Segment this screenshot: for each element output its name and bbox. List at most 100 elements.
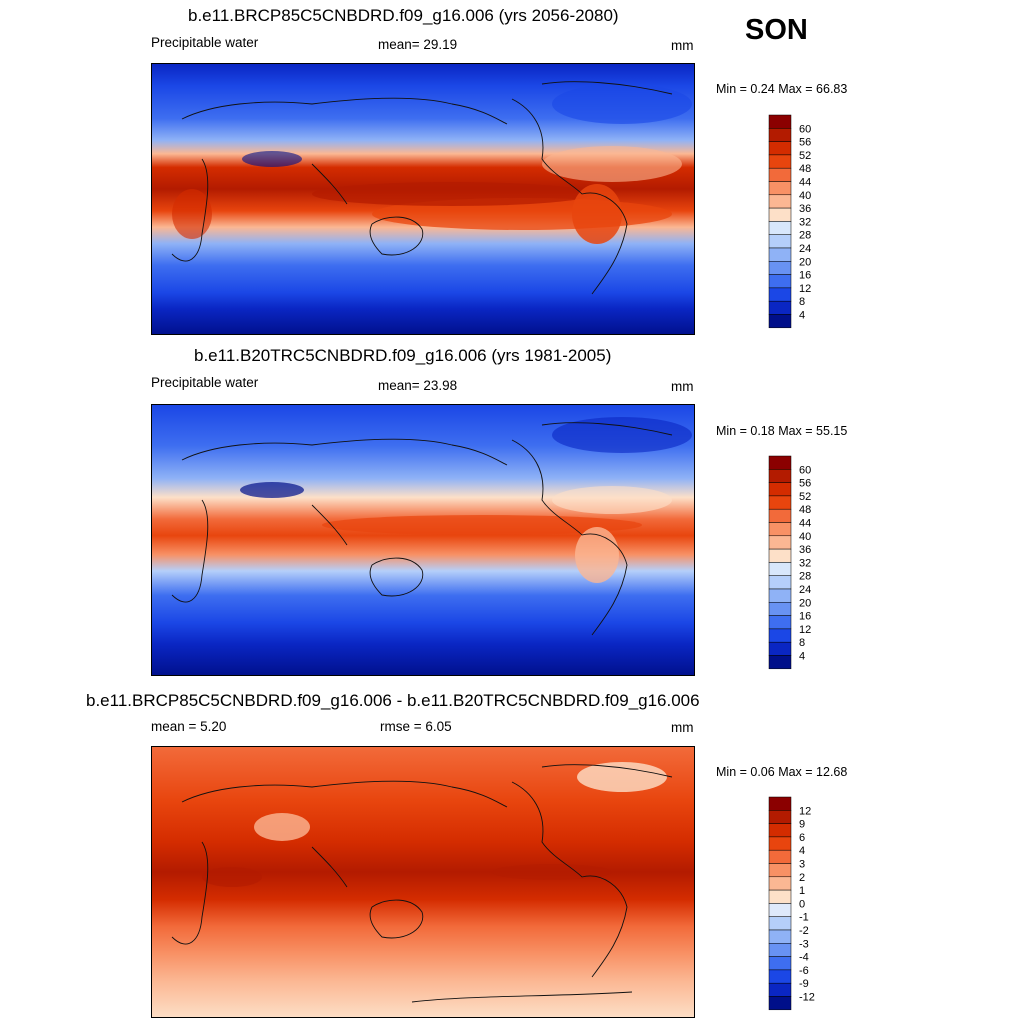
colorbar-swatch: [768, 495, 792, 510]
colorbar-swatch: [768, 956, 792, 971]
colorbar-swatch: [768, 969, 792, 984]
colorbar-tick-label: -12: [799, 992, 815, 1004]
colorbar-tick-label: 20: [799, 597, 811, 609]
units-label: mm: [671, 38, 694, 53]
colorbar-tick-label: 44: [799, 518, 811, 530]
colorbar-swatch: [768, 522, 792, 537]
colorbar-tick-label: 56: [799, 137, 811, 149]
rmse-label: rmse = 6.05: [380, 719, 452, 734]
colorbar-tick-label: -9: [799, 978, 809, 990]
colorbar-swatch: [768, 575, 792, 590]
colorbar-swatch: [768, 274, 792, 289]
colorbar-swatch: [768, 588, 792, 603]
colorbar-tick-label: 4: [799, 310, 805, 322]
colorbar-swatch: [768, 823, 792, 838]
colorbar-tick-label: 52: [799, 491, 811, 503]
colorbar-swatch: [768, 615, 792, 630]
colorbar-swatch: [768, 482, 792, 497]
colorbar-swatch: [768, 194, 792, 209]
colorbar-tick-label: 40: [799, 531, 811, 543]
colorbar-swatch: [768, 548, 792, 563]
colorbar-swatch: [768, 929, 792, 944]
colorbar-tick-label: 40: [799, 190, 811, 202]
colorbar-tick-label: 48: [799, 163, 811, 175]
min-max-label: Min = 0.18 Max = 55.15: [716, 424, 848, 438]
colorbar-tick-label: 9: [799, 819, 805, 831]
colorbar-swatch: [768, 889, 792, 904]
colorbar-swatch: [768, 508, 792, 523]
colorbar-swatch: [768, 300, 792, 315]
colorbar: 60 56 52 48 44 40 36 32 28 24 20 16 12 8 4: [766, 114, 826, 330]
colorbar-swatch: [768, 154, 792, 169]
season-label: SON: [745, 14, 808, 46]
colorbar-tick-label: 12: [799, 624, 811, 636]
colorbar-tick-label: 4: [799, 651, 805, 663]
panel-title: b.e11.BRCP85C5CNBDRD.f09_g16.006 (yrs 20…: [188, 6, 619, 25]
panel-title: b.e11.BRCP85C5CNBDRD.f09_g16.006 - b.e11…: [86, 691, 700, 710]
colorbar-swatch: [768, 181, 792, 196]
colorbar-swatch: [768, 167, 792, 182]
colorbar-swatch: [768, 207, 792, 222]
colorbar-swatch: [768, 287, 792, 302]
colorbar-swatch: [768, 943, 792, 957]
colorbar-tick-label: -6: [799, 965, 809, 977]
colorbar-swatch: [768, 628, 792, 643]
min-max-label: Min = 0.06 Max = 12.68: [716, 765, 848, 779]
colorbar-tick-label: -4: [799, 952, 809, 964]
colorbar-swatch: [768, 114, 792, 129]
colorbar-swatch: [768, 128, 792, 142]
colorbar-tick-label: 60: [799, 464, 811, 476]
colorbar-tick-label: 36: [799, 203, 811, 215]
variable-label: Precipitable water: [151, 35, 259, 50]
colorbar-tick-label: 8: [799, 296, 805, 308]
map-difference-pw: [151, 746, 695, 1018]
colorbar-tick-label: 12: [799, 805, 811, 817]
colorbar-tick-label: 32: [799, 557, 811, 569]
mean-label: mean = 5.20: [151, 719, 227, 734]
colorbar-swatch: [768, 141, 792, 156]
colorbar-swatch: [768, 535, 792, 550]
colorbar-swatch: [768, 602, 792, 616]
colorbar-tick-label: 4: [799, 845, 805, 857]
colorbar-swatch: [768, 996, 792, 1011]
units-label: mm: [671, 720, 694, 735]
colorbar-swatch: [768, 903, 792, 917]
colorbar-tick-label: 16: [799, 611, 811, 623]
colorbar-tick-label: 6: [799, 832, 805, 844]
map-future-pw: [151, 63, 695, 335]
colorbar-tick-label: -2: [799, 925, 809, 937]
colorbar-swatch: [768, 261, 792, 275]
colorbar-tick-label: 56: [799, 478, 811, 490]
colorbar-tick-label: 1: [799, 885, 805, 897]
colorbar-tick-label: 28: [799, 571, 811, 583]
colorbar-tick-label: 3: [799, 859, 805, 871]
colorbar-tick-label: 52: [799, 150, 811, 162]
colorbar-tick-label: 20: [799, 256, 811, 268]
colorbar: 12 9 6 4 3 2 1 0 -1 -2 -3 -4 -6 -9 -12: [766, 796, 826, 1012]
colorbar-tick-label: 44: [799, 177, 811, 189]
units-label: mm: [671, 379, 694, 394]
colorbar-tick-label: 28: [799, 230, 811, 242]
colorbar-swatch: [768, 810, 792, 824]
min-max-label: Min = 0.24 Max = 66.83: [716, 82, 848, 96]
colorbar-tick-label: 2: [799, 872, 805, 884]
colorbar-swatch: [768, 876, 792, 891]
colorbar: 60 56 52 48 44 40 36 32 28 24 20 16 12 8 4: [766, 455, 826, 671]
colorbar-swatch: [768, 836, 792, 851]
mean-label: mean= 23.98: [378, 378, 458, 393]
colorbar-swatch: [768, 655, 792, 670]
colorbar-tick-label: 8: [799, 637, 805, 649]
mean-label: mean= 29.19: [378, 37, 458, 52]
map-historical-pw: [151, 404, 695, 676]
colorbar-swatch: [768, 916, 792, 931]
colorbar-swatch: [768, 455, 792, 470]
colorbar-tick-label: 0: [799, 898, 805, 910]
variable-label: Precipitable water: [151, 375, 259, 390]
colorbar-swatch: [768, 863, 792, 878]
colorbar-swatch: [768, 234, 792, 249]
colorbar-tick-label: -3: [799, 938, 809, 950]
colorbar-tick-label: 60: [799, 123, 811, 135]
colorbar-swatch: [768, 562, 792, 576]
colorbar-tick-label: 32: [799, 216, 811, 228]
colorbar-tick-label: 24: [799, 584, 811, 596]
